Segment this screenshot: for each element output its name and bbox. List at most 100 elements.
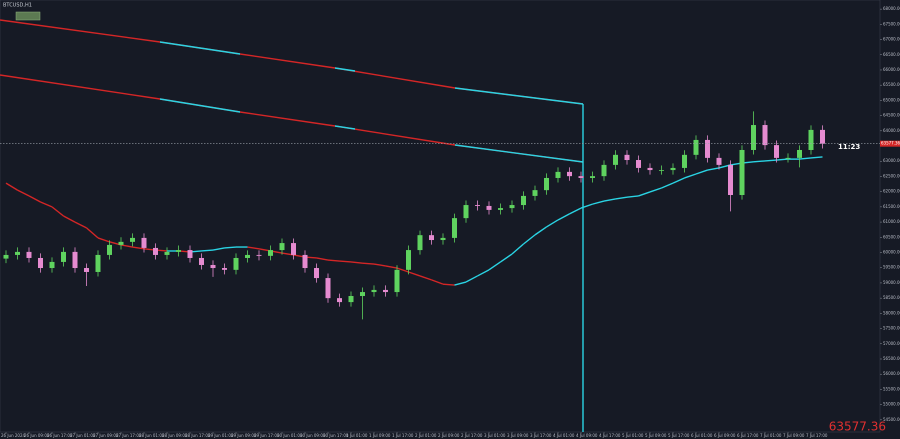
candle-body bbox=[302, 254, 308, 269]
y-tick-label: 62500.00 bbox=[883, 173, 900, 178]
indicator-segment bbox=[465, 275, 478, 283]
y-tick-label: 60000.00 bbox=[883, 250, 900, 255]
candle-body bbox=[429, 235, 434, 241]
candle-body bbox=[176, 250, 181, 252]
indicator-segment bbox=[74, 221, 87, 229]
candle-body bbox=[337, 298, 342, 303]
x-tick-label: 28 Jun 17:00 bbox=[185, 433, 211, 438]
indicator-segment bbox=[51, 206, 64, 217]
x-tick-label: 3 Jul 09:00 bbox=[507, 433, 529, 438]
indicator-segment bbox=[327, 259, 340, 262]
candle-body bbox=[233, 257, 239, 270]
candle-body bbox=[705, 139, 710, 158]
candle-body bbox=[3, 254, 9, 259]
candle-body bbox=[762, 125, 768, 146]
candle-body bbox=[728, 164, 733, 196]
plot-frame bbox=[0, 0, 881, 433]
trend-line-segment bbox=[159, 41, 241, 55]
x-tick-label: 5 Jul 09:00 bbox=[645, 433, 667, 438]
x-tick-label: 27 Jun 17:00 bbox=[116, 433, 142, 438]
candle-body bbox=[245, 254, 250, 258]
x-tick-label: 29 Jun 17:00 bbox=[254, 433, 280, 438]
indicator-segment bbox=[569, 207, 582, 215]
candle-body bbox=[348, 296, 354, 303]
indicator-segment bbox=[776, 158, 789, 161]
y-tick-label: 58000.00 bbox=[883, 310, 900, 315]
indicator-segment bbox=[695, 169, 708, 175]
candle-body bbox=[118, 241, 124, 245]
candle-body bbox=[394, 269, 400, 293]
candle-body bbox=[371, 289, 377, 293]
indicator-segment bbox=[753, 160, 766, 163]
indicator-segment bbox=[97, 237, 110, 243]
indicator-segment bbox=[120, 244, 133, 248]
trend-line-segment bbox=[159, 98, 241, 113]
candle-body bbox=[72, 251, 78, 269]
y-tick-label: 60500.00 bbox=[883, 234, 900, 239]
candle-body bbox=[555, 171, 561, 178]
candle-body bbox=[475, 205, 480, 206]
indicator-segment bbox=[316, 257, 329, 261]
x-tick-label: 1 Jul 01:00 bbox=[346, 433, 368, 438]
bar-countdown: 11:23 bbox=[838, 143, 860, 151]
indicator-segment bbox=[63, 215, 76, 223]
candle-body bbox=[141, 237, 147, 248]
x-tick-label: 6 Jul 01:00 bbox=[691, 433, 713, 438]
candle-body bbox=[693, 139, 699, 155]
indicator-segment bbox=[373, 263, 386, 267]
current-price-box bbox=[880, 140, 900, 147]
candle-body bbox=[578, 176, 584, 178]
candle-body bbox=[15, 251, 20, 255]
y-tick-label: 59500.00 bbox=[883, 265, 900, 270]
candle-body bbox=[659, 170, 664, 171]
x-tick-label: 26 Jun 17:00 bbox=[47, 433, 73, 438]
candle-body bbox=[808, 129, 814, 150]
candle-body bbox=[440, 237, 446, 241]
x-tick-label: 26 Jun 2024 bbox=[1, 433, 26, 438]
candle-body bbox=[107, 244, 112, 255]
x-tick-label: 28 Jun 01:00 bbox=[139, 433, 165, 438]
indicator-segment bbox=[546, 219, 559, 228]
candle-body bbox=[463, 205, 469, 219]
trade-button[interactable] bbox=[15, 11, 41, 21]
indicator-segment bbox=[799, 157, 812, 160]
indicator-segment bbox=[431, 279, 444, 285]
candle-body bbox=[498, 208, 503, 210]
indicator-segment bbox=[649, 187, 662, 193]
x-tick-label: 30 Jun 09:00 bbox=[300, 433, 326, 438]
indicator-segment bbox=[477, 269, 490, 277]
candle-body bbox=[567, 171, 572, 177]
trend-line-segment bbox=[454, 144, 584, 163]
candle-body bbox=[486, 205, 492, 210]
candle-body bbox=[130, 237, 135, 242]
candle-body bbox=[820, 129, 825, 144]
candle-body bbox=[187, 250, 193, 258]
candle-body bbox=[95, 254, 101, 272]
indicator-segment bbox=[350, 261, 363, 264]
y-tick-label: 55000.00 bbox=[883, 402, 900, 407]
x-tick-label: 26 Jun 09:00 bbox=[24, 433, 50, 438]
x-tick-label: 5 Jul 01:00 bbox=[622, 433, 644, 438]
indicator-segment bbox=[810, 156, 823, 159]
x-tick-label: 1 Jul 17:00 bbox=[392, 433, 414, 438]
candle-body bbox=[38, 257, 43, 269]
indicator-segment bbox=[132, 246, 145, 250]
y-tick-label: 54500.00 bbox=[883, 417, 900, 422]
candle-body bbox=[164, 251, 170, 255]
candle-body bbox=[797, 149, 802, 158]
candle-body bbox=[544, 177, 549, 191]
x-tick-label: 30 Jun 17:00 bbox=[323, 433, 349, 438]
indicator-segment bbox=[638, 191, 651, 197]
candle-body bbox=[199, 257, 204, 265]
x-tick-label: 2 Jul 09:00 bbox=[438, 433, 460, 438]
x-tick-label: 2 Jul 17:00 bbox=[461, 433, 483, 438]
y-tick-label: 62000.00 bbox=[883, 189, 900, 194]
candle-body bbox=[716, 157, 722, 165]
candle-body bbox=[751, 125, 756, 150]
x-tick-label: 3 Jul 17:00 bbox=[530, 433, 552, 438]
trend-line-segment bbox=[334, 125, 356, 130]
indicator-segment bbox=[201, 249, 214, 252]
x-tick-label: 27 Jun 01:00 bbox=[70, 433, 96, 438]
candle-body bbox=[452, 218, 457, 238]
candle-body bbox=[406, 250, 411, 270]
